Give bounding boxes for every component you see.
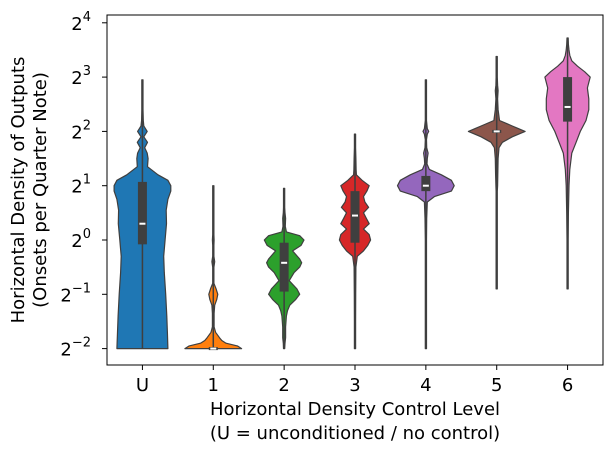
x-tick-label: U [136, 375, 149, 396]
x-tick-label: 1 [208, 375, 219, 396]
y-tick-base: 2 [71, 68, 82, 89]
x-axis-title-line2: (U = unconditioned / no control) [210, 423, 500, 444]
y-axis-title-line2: (Onsets per Quarter Note) [30, 72, 51, 308]
y-tick-base: 2 [71, 231, 82, 252]
y-tick-exponent: −1 [72, 281, 91, 296]
y-axis-title-line1: Horizontal Density of Outputs [8, 57, 29, 324]
y-tick-exponent: 2 [83, 118, 91, 133]
violin-iqr-box [279, 242, 289, 292]
y-tick-label: 20 [71, 227, 91, 252]
y-tick-base: 2 [71, 14, 82, 35]
y-tick-base: 2 [60, 285, 71, 306]
y-tick-exponent: 4 [83, 10, 91, 25]
x-axis-title-line1: Horizontal Density Control Level [210, 399, 500, 420]
violin-iqr-box [563, 77, 573, 122]
x-tick-label: 4 [420, 375, 431, 396]
y-tick-label: 24 [71, 10, 91, 35]
y-tick-label: 23 [71, 64, 91, 89]
y-tick-label: 2−2 [60, 336, 91, 361]
y-tick-exponent: 3 [83, 64, 91, 79]
y-tick-base: 2 [71, 122, 82, 143]
x-tick-label: 6 [562, 375, 573, 396]
y-tick-exponent: 0 [83, 227, 91, 242]
y-tick-label: 2−1 [60, 281, 91, 306]
y-tick-exponent: 1 [83, 173, 91, 188]
x-axis-ticks: U 1 2 3 4 5 6 [136, 365, 573, 396]
y-tick-label: 21 [71, 173, 91, 198]
y-tick-base: 2 [71, 177, 82, 198]
y-tick-label: 22 [71, 118, 91, 143]
violin-iqr-box [350, 191, 360, 243]
x-tick-label: 5 [491, 375, 502, 396]
x-tick-label: 2 [278, 375, 289, 396]
violin-iqr-box [421, 175, 431, 192]
violin-iqr-box [137, 181, 147, 245]
x-tick-label: 3 [349, 375, 360, 396]
y-tick-base: 2 [60, 340, 71, 361]
violin-group [113, 37, 591, 351]
y-tick-exponent: −2 [72, 336, 91, 351]
